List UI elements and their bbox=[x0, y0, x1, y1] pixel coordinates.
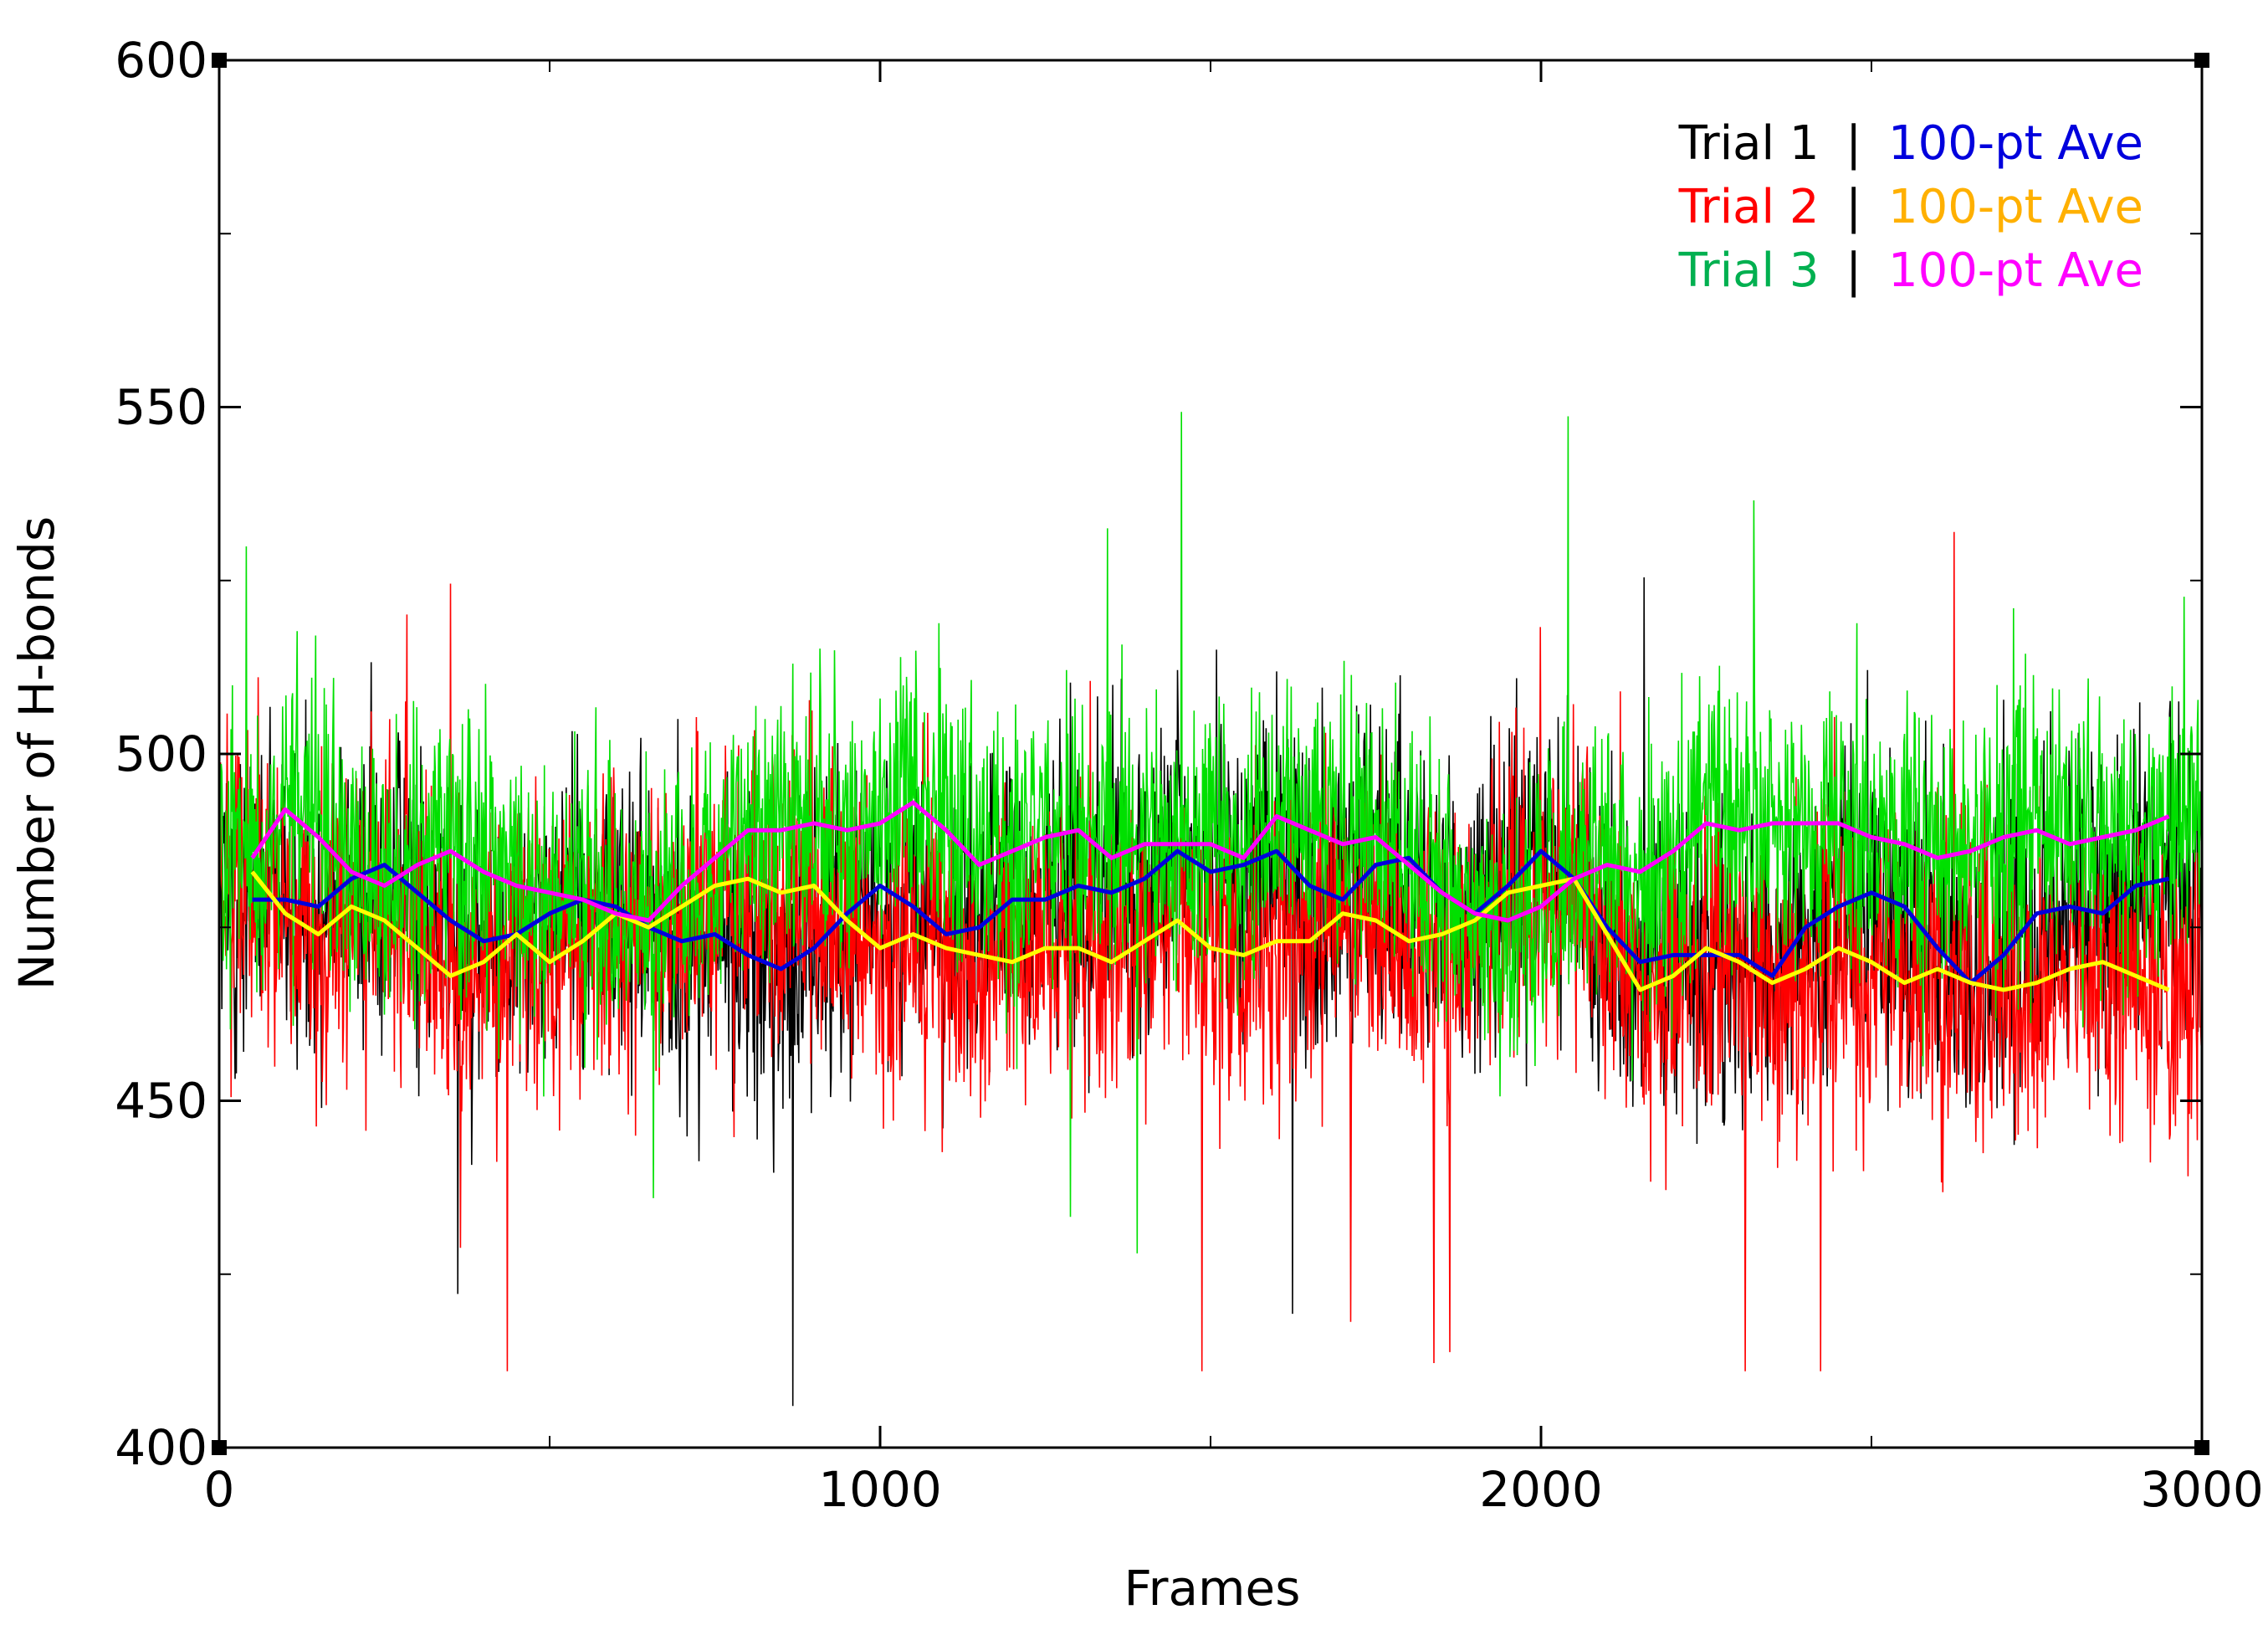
corner-marker bbox=[2194, 53, 2209, 68]
tick-label-layer: 0 1000 2000 3000 400 450 500 550 600 bbox=[115, 32, 2264, 1518]
svg-text:Trial 2 | 100-: Trial 2 | 100-pt Ave bbox=[1678, 180, 2143, 234]
y-tick-label: 500 bbox=[115, 725, 207, 782]
x-tick-label: 0 bbox=[204, 1461, 235, 1518]
legend-separator: | bbox=[1846, 243, 1861, 298]
corner-markers bbox=[212, 53, 2209, 1455]
legend: Trial 1 | 100-pt Ave Trial 2 | 100-pt Av… bbox=[1678, 116, 2143, 298]
svg-text:Trial 1 | 100-: Trial 1 | 100-pt Ave bbox=[1678, 116, 2143, 171]
y-tick-label: 450 bbox=[115, 1073, 207, 1130]
y-axis-title: Number of H-bonds bbox=[8, 516, 65, 990]
svg-text:Trial 3 | 100-: Trial 3 | 100-pt Ave bbox=[1678, 243, 2143, 298]
legend-separator: | bbox=[1846, 116, 1861, 171]
x-tick-label: 3000 bbox=[2140, 1461, 2264, 1518]
corner-marker bbox=[212, 53, 227, 68]
legend-entry-1: Trial 1 | 100-pt Ave bbox=[1678, 116, 2143, 171]
legend-separator: | bbox=[1846, 180, 1861, 234]
legend-avg-label: 100-pt Ave bbox=[1888, 116, 2143, 171]
corner-marker bbox=[212, 1440, 227, 1455]
average-series-2 bbox=[250, 870, 2170, 992]
raw-series-trial-3 bbox=[218, 412, 2203, 1253]
y-tick-label: 400 bbox=[115, 1419, 207, 1476]
legend-trial-label: Trial 1 bbox=[1678, 116, 1820, 171]
legend-entry-2: Trial 2 | 100-pt Ave bbox=[1678, 180, 2143, 234]
legend-trial-label: Trial 2 bbox=[1678, 180, 1820, 234]
average-series-layer bbox=[250, 800, 2170, 992]
legend-avg-label: 100-pt Ave bbox=[1888, 243, 2143, 298]
x-tick-label: 2000 bbox=[1479, 1461, 1603, 1518]
x-tick-label: 1000 bbox=[818, 1461, 942, 1518]
legend-entry-3: Trial 3 | 100-pt Ave bbox=[1678, 243, 2143, 298]
raw-series-trial-2 bbox=[218, 531, 2203, 1371]
y-tick-label: 600 bbox=[115, 32, 207, 89]
legend-avg-label: 100-pt Ave bbox=[1888, 180, 2143, 234]
legend-trial-label: Trial 3 bbox=[1678, 243, 1820, 298]
corner-marker bbox=[2194, 1440, 2209, 1455]
raw-series-layer bbox=[218, 412, 2203, 1407]
x-axis-title: Frames bbox=[1124, 1560, 1301, 1617]
average-series-3 bbox=[250, 800, 2170, 923]
average-series-1 bbox=[252, 848, 2170, 986]
y-tick-label: 550 bbox=[115, 379, 207, 436]
